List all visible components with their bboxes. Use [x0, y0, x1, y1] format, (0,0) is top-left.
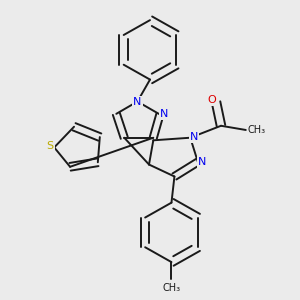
Text: S: S: [47, 141, 54, 151]
Text: CH₃: CH₃: [248, 125, 266, 135]
Text: N: N: [133, 97, 142, 106]
Text: N: N: [160, 110, 168, 119]
Text: N: N: [189, 132, 198, 142]
Text: O: O: [208, 95, 217, 105]
Text: CH₃: CH₃: [162, 283, 181, 293]
Text: N: N: [198, 157, 206, 167]
